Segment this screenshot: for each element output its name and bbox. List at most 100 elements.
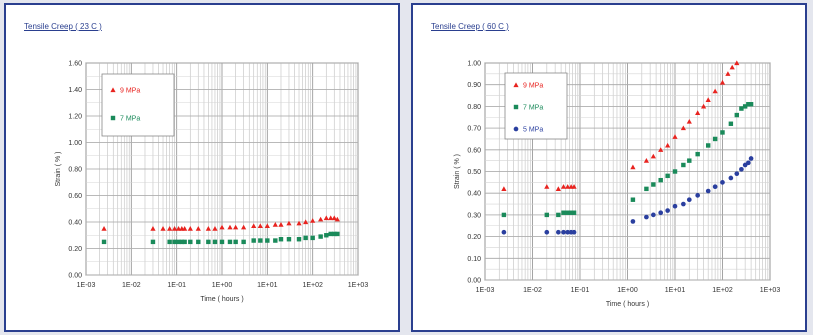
data-point bbox=[555, 186, 561, 191]
legend-marker bbox=[513, 126, 519, 132]
data-point bbox=[212, 239, 218, 245]
data-point bbox=[227, 239, 233, 245]
y-tick-label: 1.60 bbox=[68, 61, 82, 68]
data-point bbox=[665, 142, 671, 148]
data-point bbox=[212, 226, 218, 231]
data-point bbox=[658, 177, 663, 183]
data-point bbox=[205, 226, 211, 231]
data-point bbox=[650, 153, 656, 159]
y-tick-label: 0.70 bbox=[467, 126, 481, 133]
data-point bbox=[318, 234, 323, 239]
data-point bbox=[257, 223, 263, 229]
data-point bbox=[310, 218, 316, 223]
data-point bbox=[264, 223, 270, 229]
data-point bbox=[544, 229, 550, 235]
data-point bbox=[565, 210, 570, 215]
data-point bbox=[748, 102, 754, 107]
data-point bbox=[700, 103, 707, 109]
data-point bbox=[712, 88, 718, 94]
y-axis-label: Strain ( % ) bbox=[454, 154, 461, 189]
legend bbox=[101, 73, 175, 137]
data-point bbox=[251, 238, 256, 243]
y-tick-label: 1.00 bbox=[467, 61, 481, 68]
data-point bbox=[265, 238, 270, 243]
data-point bbox=[323, 215, 329, 221]
data-point bbox=[739, 166, 744, 172]
y-tick-label: 1.20 bbox=[68, 114, 82, 121]
data-point bbox=[175, 226, 182, 231]
data-point bbox=[206, 239, 211, 245]
data-point bbox=[686, 197, 692, 203]
data-point bbox=[720, 180, 725, 185]
data-point bbox=[227, 224, 233, 230]
data-point bbox=[686, 118, 692, 124]
data-point bbox=[171, 226, 178, 231]
data-point bbox=[728, 175, 734, 181]
data-point bbox=[233, 239, 238, 245]
y-tick-label: 0.30 bbox=[467, 212, 481, 219]
data-point bbox=[258, 238, 263, 243]
x-tick-label: 1E+02 bbox=[302, 282, 323, 289]
data-point bbox=[182, 239, 187, 245]
legend-marker bbox=[513, 104, 519, 110]
data-point bbox=[681, 162, 686, 168]
legend-label: 7 MPa bbox=[120, 116, 140, 123]
data-point bbox=[672, 203, 678, 209]
data-point bbox=[182, 226, 188, 231]
data-point bbox=[331, 215, 337, 221]
data-point bbox=[167, 239, 172, 245]
data-point bbox=[705, 143, 711, 148]
data-point bbox=[219, 224, 225, 230]
data-point bbox=[644, 186, 649, 192]
data-point bbox=[651, 182, 656, 187]
data-point bbox=[310, 235, 315, 241]
y-axis-label: Strain ( % ) bbox=[55, 151, 62, 186]
creep-chart-60c: 1E-03 1E-02 1E-01 1E+00 1E+01 1E+02 1E+03 0.00 0… bbox=[454, 60, 780, 308]
data-point bbox=[665, 173, 670, 179]
data-point bbox=[630, 197, 636, 202]
data-point bbox=[188, 239, 193, 245]
legend-label: 9 MPa bbox=[120, 88, 140, 95]
data-point bbox=[672, 169, 678, 174]
data-point bbox=[712, 184, 718, 190]
x-axis-label: Time ( hours ) bbox=[200, 296, 243, 303]
data-point bbox=[746, 160, 751, 166]
data-point bbox=[296, 220, 302, 226]
data-point bbox=[571, 210, 577, 215]
data-point bbox=[556, 212, 561, 218]
x-tick-label: 1E-03 bbox=[476, 287, 495, 294]
data-point bbox=[241, 224, 247, 230]
data-point bbox=[334, 216, 340, 222]
data-point bbox=[286, 220, 292, 226]
y-tick-label: 0.60 bbox=[68, 193, 82, 200]
data-point bbox=[101, 239, 107, 245]
data-point bbox=[658, 210, 664, 216]
y-tick-label: 0.80 bbox=[467, 104, 481, 111]
x-tick-label: 1E+01 bbox=[257, 282, 278, 289]
y-tick-label: 1.00 bbox=[68, 140, 82, 147]
data-point bbox=[725, 71, 731, 76]
data-point bbox=[303, 235, 308, 241]
chart-panel-60c: Tensile Creep ( 60 C ) 1E-03 1E-02 1E-01 1E… bbox=[411, 3, 807, 332]
data-point bbox=[501, 212, 507, 218]
data-point bbox=[672, 134, 678, 139]
y-tick-label: 0.20 bbox=[467, 234, 481, 241]
data-point bbox=[160, 226, 166, 231]
x-tick-label: 1E+03 bbox=[348, 282, 369, 289]
data-point bbox=[687, 158, 692, 163]
data-point bbox=[335, 231, 340, 237]
data-point bbox=[501, 229, 507, 235]
data-point bbox=[681, 201, 686, 207]
data-point bbox=[748, 156, 754, 161]
data-point bbox=[734, 112, 740, 118]
data-point bbox=[286, 237, 292, 242]
data-point bbox=[544, 212, 550, 218]
data-point bbox=[561, 210, 566, 215]
y-tick-label: 0.10 bbox=[467, 256, 481, 263]
data-point bbox=[272, 222, 278, 227]
data-point bbox=[695, 151, 700, 157]
legend-label: 5 MPa bbox=[523, 127, 543, 134]
x-tick-label: 1E+00 bbox=[617, 287, 638, 294]
data-point bbox=[719, 79, 726, 85]
data-point bbox=[734, 171, 740, 177]
